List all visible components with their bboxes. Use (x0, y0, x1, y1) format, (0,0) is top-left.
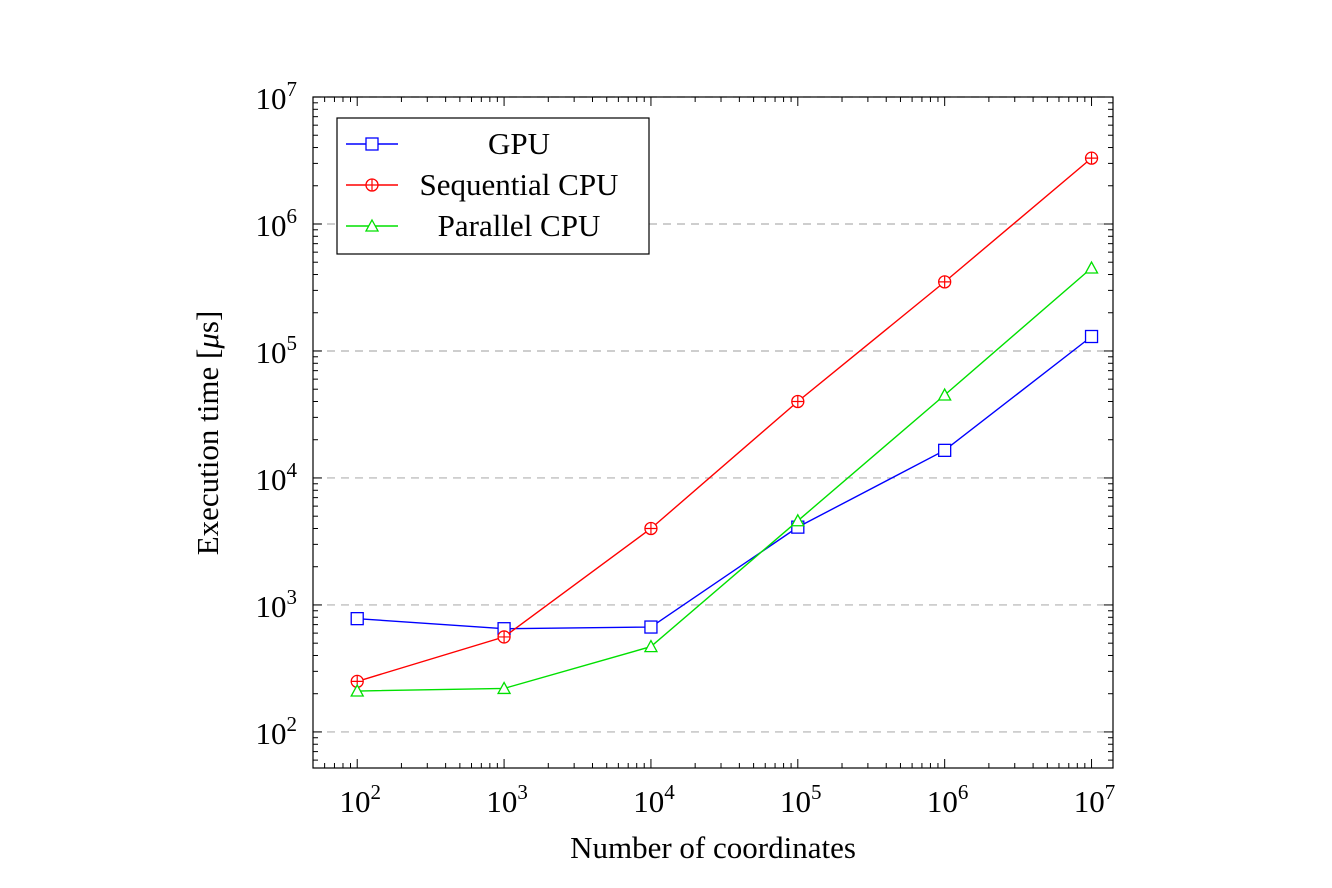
series-2-point-2 (643, 639, 659, 653)
x-tick-label-3-base: 10 (780, 784, 811, 819)
series-0-point-0 (350, 612, 364, 626)
legend-marker-1-cross (366, 179, 378, 191)
y-tick-label-5-base: 10 (256, 81, 287, 116)
x-tick-label-5: 107 (1074, 780, 1116, 819)
y-tick-label-5-exp: 7 (287, 77, 298, 101)
y-tick-label-4-base: 10 (256, 208, 287, 243)
series-line-1 (357, 157, 1092, 683)
plot-frame (312, 96, 1114, 769)
y-axis-label-mu: μ (190, 333, 225, 350)
series-1-point-4 (938, 275, 952, 289)
series-line-0 (357, 335, 1092, 630)
legend-marker-0 (365, 137, 379, 151)
y-tick-label-1: 103 (256, 585, 298, 624)
series-1-point-2 (644, 521, 658, 536)
series-1-point-1-cross (498, 630, 511, 643)
y-tick-label-0: 102 (256, 712, 298, 751)
y-tick-label-4: 106 (256, 204, 298, 243)
x-tick-label-4-base: 10 (927, 784, 958, 819)
x-tick-labels: 102 103 104 105 106 107 (339, 780, 1115, 819)
y-tick-label-4-exp: 6 (287, 204, 298, 228)
series-1-point-5 (1084, 151, 1099, 165)
series-1-point-5-cross (1085, 152, 1098, 165)
legend-marker-1 (365, 178, 379, 192)
legend-label-2: Parallel CPU (438, 208, 601, 243)
x-tick-label-4-exp: 6 (958, 780, 969, 804)
series-1-point-3 (791, 394, 805, 409)
series-layer (350, 151, 1099, 697)
x-axis-label: Number of coordinates (570, 830, 856, 865)
ticks-layer (312, 96, 1113, 768)
series-1-point-4-cross (938, 275, 951, 288)
legend-marker-2 (364, 218, 380, 232)
series-1-point-3-cross (791, 395, 804, 408)
x-tick-label-3: 105 (780, 780, 822, 819)
x-tick-label-5-exp: 7 (1105, 780, 1116, 804)
y-tick-label-5: 107 (256, 77, 298, 116)
x-tick-label-2-base: 10 (633, 784, 664, 819)
series-2-point-1 (496, 681, 512, 695)
x-tick-label-3-exp: 5 (811, 780, 822, 804)
series-2-point-5 (1084, 260, 1099, 274)
y-tick-label-2-base: 10 (256, 462, 287, 497)
y-tick-label-1-base: 10 (256, 589, 287, 624)
series-0-point-4 (938, 443, 952, 457)
legend-label-1: Sequential CPU (420, 167, 619, 202)
series-0-point-2 (644, 620, 658, 634)
series-line-2 (357, 267, 1092, 692)
series-2-point-4 (937, 387, 952, 401)
x-tick-label-2-exp: 4 (664, 780, 675, 804)
y-tick-label-0-exp: 2 (287, 712, 298, 736)
y-axis-label: Execution time [μs] (190, 311, 225, 556)
x-tick-label-1: 103 (486, 780, 528, 819)
y-tick-label-3: 105 (256, 331, 298, 370)
series-2-point-0 (350, 683, 365, 697)
y-tick-label-0-base: 10 (256, 716, 287, 751)
legend-box (336, 117, 650, 255)
y-tick-label-2: 104 (256, 458, 298, 497)
y-axis-label-suffix: s] (190, 311, 225, 333)
series-1-point-1 (497, 630, 511, 644)
y-tick-label-3-exp: 5 (287, 331, 298, 355)
series-0-point-5 (1084, 329, 1099, 344)
series-1-point-2-cross (644, 522, 657, 535)
x-tick-label-0-exp: 2 (370, 780, 381, 804)
y-tick-label-2-exp: 4 (287, 458, 298, 482)
y-tick-label-3-base: 10 (256, 335, 287, 370)
series-2-point-3 (790, 513, 805, 527)
x-tick-label-2: 104 (633, 780, 675, 819)
y-axis-label-prefix: Execution time [ (190, 349, 225, 556)
x-tick-label-0: 102 (339, 780, 381, 819)
x-tick-label-1-exp: 3 (517, 780, 528, 804)
x-tick-label-0-base: 10 (339, 784, 370, 819)
x-tick-label-5-base: 10 (1074, 784, 1105, 819)
legend-label-0: GPU (488, 126, 550, 161)
x-tick-label-1-base: 10 (486, 784, 517, 819)
y-tick-label-1-exp: 3 (287, 585, 298, 609)
legend: GPU Sequential CPU Parallel CPU (336, 117, 650, 255)
x-tick-label-4: 106 (927, 780, 969, 819)
